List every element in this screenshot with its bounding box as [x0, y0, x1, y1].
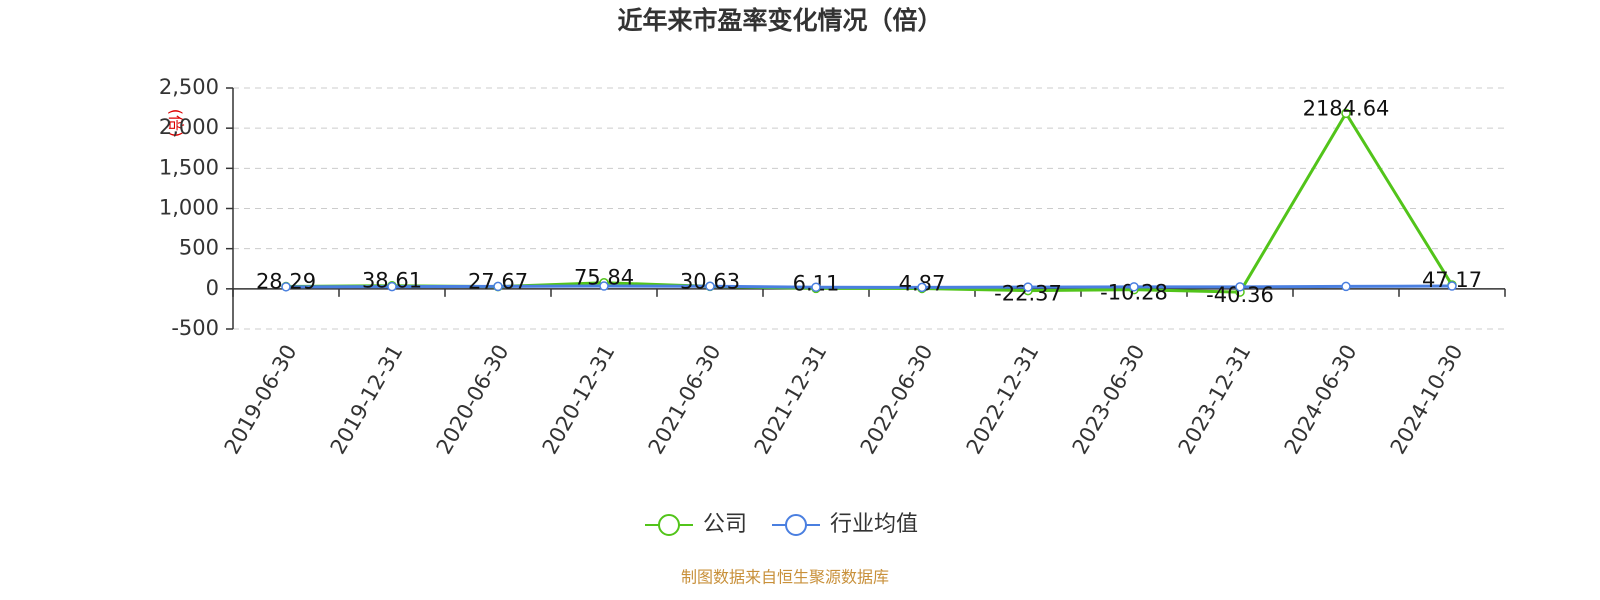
x-tick-label: 2021-12-31	[750, 341, 832, 459]
y-axis-label: (倍)	[167, 109, 186, 138]
y-tick-label: 2,000	[159, 115, 219, 139]
legend-marker	[658, 514, 680, 536]
data-point	[1023, 282, 1033, 292]
x-tick-label: 2021-06-30	[644, 341, 726, 459]
data-point	[599, 281, 609, 291]
y-tick-label: 2,500	[159, 75, 219, 99]
y-tick-label: 1,000	[159, 196, 219, 220]
data-point	[1341, 108, 1351, 119]
series-line	[285, 284, 1453, 289]
x-tick-label: 2019-06-30	[220, 341, 302, 459]
legend-label: 行业均值	[830, 512, 918, 537]
data-point	[1235, 282, 1245, 292]
chart-title: 近年来市盈率变化情况（倍）	[617, 6, 942, 35]
data-point	[811, 282, 821, 292]
data-point	[387, 281, 397, 292]
x-tick-label: 2024-06-30	[1280, 341, 1362, 459]
series-line	[285, 110, 1454, 294]
x-tick-label: 2019-12-31	[326, 341, 408, 459]
x-tick-label: 2023-06-30	[1068, 341, 1150, 459]
data-point	[281, 282, 291, 292]
y-tick-label: 1,500	[159, 155, 219, 179]
data-point	[493, 281, 503, 292]
y-tick-label: 0	[206, 276, 219, 300]
data-point	[1447, 281, 1457, 291]
x-tick-label: 2022-06-30	[856, 341, 938, 459]
x-tick-label: 2020-06-30	[432, 341, 514, 459]
data-point	[917, 282, 927, 293]
data-point	[1129, 282, 1139, 292]
legend-label: 公司	[703, 512, 747, 537]
legend-marker	[785, 514, 807, 536]
y-tick-label: -500	[171, 316, 219, 340]
x-tick-label: 2020-12-31	[538, 341, 620, 459]
x-tick-label: 2023-12-31	[1174, 341, 1256, 459]
x-tick-label: 2024-10-30	[1386, 341, 1468, 459]
data-point	[705, 281, 715, 292]
y-tick-label: 500	[179, 236, 219, 260]
data-point	[1341, 281, 1351, 292]
source-note: 制图数据来自恒生聚源数据库	[681, 568, 889, 587]
data-label: 2184.64	[1303, 96, 1390, 120]
x-tick-label: 2022-12-31	[962, 341, 1044, 459]
